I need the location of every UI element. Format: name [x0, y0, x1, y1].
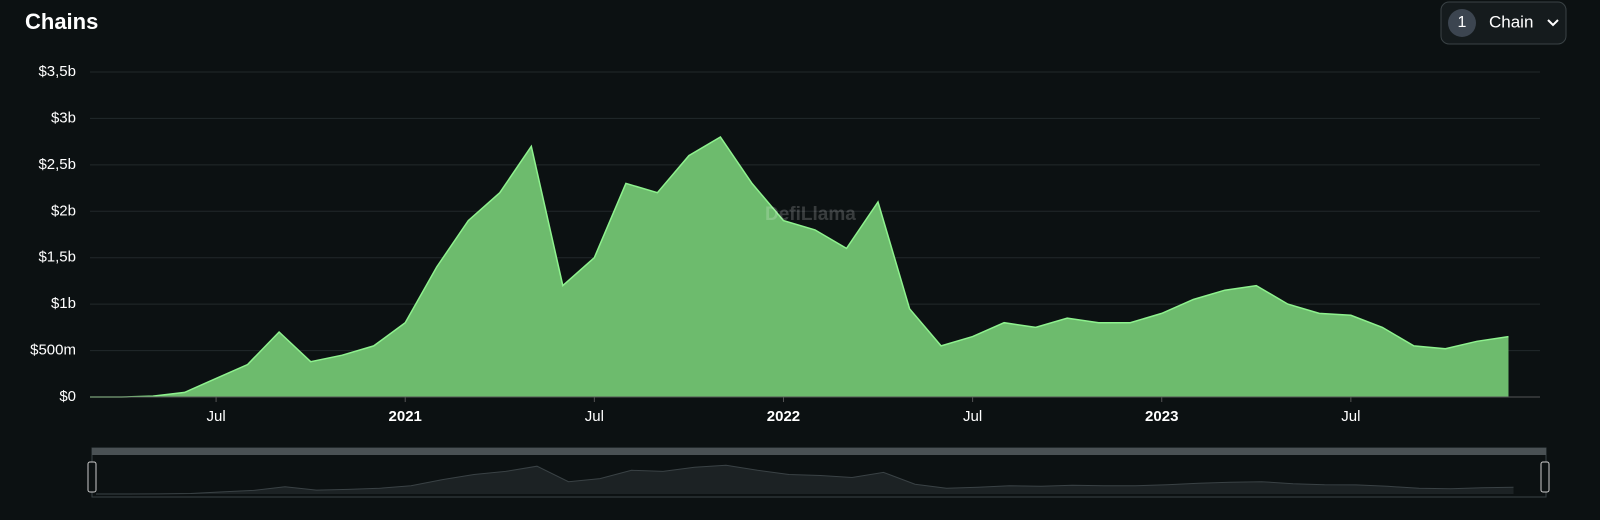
selector-chevron [1547, 19, 1559, 27]
y-tick-label: $1,5b [38, 249, 76, 266]
navigator-bar[interactable] [92, 448, 1546, 455]
selector-count: 1 [1458, 14, 1467, 31]
navigator-handle-right[interactable] [1540, 461, 1550, 493]
plot: $0 $500m $1b $1,5b $2b $2,5b $3b $3,5b Jul 2021 Ju… [30, 63, 1540, 425]
y-tick-label: $3,5b [38, 63, 76, 80]
area [90, 137, 1509, 397]
navigator-line [96, 464, 1514, 495]
chart-title: Chains [25, 9, 98, 34]
y-tick-label: $500m [30, 342, 76, 359]
x-tick-label: 2023 [1145, 408, 1178, 425]
x-tick-label: Jul [963, 408, 982, 425]
x-tick-label: Jul [585, 408, 604, 425]
selector-badge [1448, 9, 1476, 37]
selector-button[interactable] [1440, 1, 1567, 45]
y-tick-label: $0 [59, 388, 76, 405]
navigator-plot [96, 464, 1514, 495]
area [96, 465, 1514, 494]
y-tick-label: $1b [51, 295, 76, 312]
chain-selector[interactable]: 1 Chain [1440, 1, 1567, 45]
y-tick-label: $2,5b [38, 156, 76, 173]
navigator[interactable] [87, 447, 1550, 498]
watermark: DefiLlama [765, 204, 856, 225]
x-tick-label: 2021 [389, 408, 422, 425]
y-tick-label: $2b [51, 202, 76, 219]
selector-label: Chain [1489, 12, 1533, 31]
y-tick-label: $3b [51, 109, 76, 126]
x-tick-label: Jul [1341, 408, 1360, 425]
navigator-handle-left[interactable] [87, 461, 97, 493]
area-line [90, 135, 1509, 398]
x-tick-label: 2022 [767, 408, 800, 425]
x-tick-label: Jul [206, 408, 225, 425]
